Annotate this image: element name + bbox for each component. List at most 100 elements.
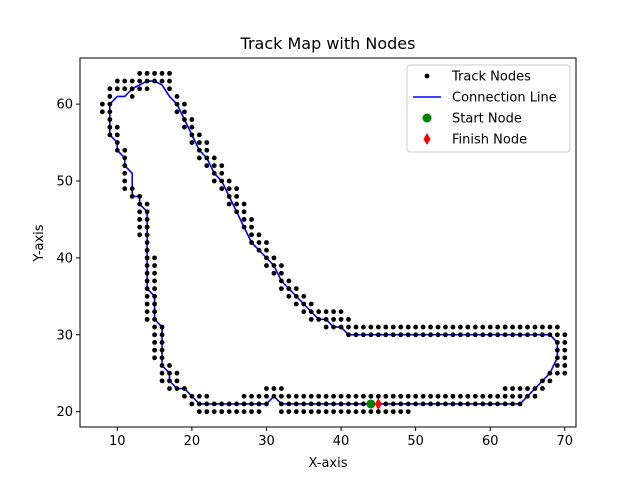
track-node [249, 401, 254, 407]
track-node [204, 401, 210, 407]
track-node [174, 94, 180, 99]
track-node [211, 163, 217, 169]
track-node [308, 401, 314, 407]
track-node [174, 101, 180, 107]
track-node [480, 332, 486, 338]
track-node [249, 232, 254, 238]
track-node [353, 401, 359, 407]
track-node [144, 224, 150, 230]
track-node [167, 370, 172, 376]
track-node [182, 124, 187, 130]
track-node [293, 401, 299, 407]
x-tick-label: 60 [482, 434, 499, 449]
track-node [189, 140, 195, 145]
y-tick-label: 50 [56, 175, 73, 190]
track-node [129, 193, 135, 199]
track-node [226, 401, 232, 407]
track-node [114, 140, 120, 145]
track-node [465, 324, 471, 330]
track-node [487, 324, 493, 330]
track-node [114, 147, 120, 153]
track-node [413, 332, 419, 338]
track-node [129, 94, 135, 99]
track-node [308, 309, 314, 315]
track-node [405, 409, 411, 415]
track-node [204, 393, 210, 399]
track-node [114, 124, 120, 130]
track-node [435, 324, 441, 330]
track-node [167, 70, 172, 76]
track-node [256, 401, 262, 407]
track-node [226, 178, 232, 184]
track-node [174, 109, 180, 115]
track-node [144, 217, 150, 222]
track-node [122, 170, 128, 176]
track-node [152, 347, 157, 353]
track-node [487, 393, 493, 399]
track-node [144, 86, 150, 92]
track-node [547, 378, 553, 384]
track-node [278, 401, 284, 407]
track-node [331, 409, 336, 415]
track-node [390, 332, 396, 338]
track-node [502, 332, 508, 338]
track-node [293, 286, 299, 292]
track-node [271, 393, 277, 399]
track-node [338, 401, 344, 407]
track-node [435, 401, 441, 407]
track-node [122, 178, 128, 184]
track-node [346, 316, 351, 322]
track-node [413, 393, 419, 399]
track-node [338, 409, 344, 415]
track-node [525, 332, 530, 338]
track-node [361, 393, 366, 399]
track-node [390, 393, 396, 399]
track-node [278, 278, 284, 284]
track-node [562, 370, 568, 376]
track-node [122, 78, 128, 84]
track-node [167, 363, 172, 368]
track-node [114, 132, 120, 138]
track-node [540, 332, 545, 338]
track-node [152, 255, 157, 261]
track-node [413, 324, 419, 330]
track-node [137, 70, 143, 76]
track-node [457, 324, 463, 330]
track-node [286, 286, 292, 292]
track-node [159, 347, 165, 353]
track-node [144, 247, 150, 253]
track-node [256, 247, 262, 253]
track-node [375, 409, 381, 415]
track-node [241, 393, 247, 399]
track-node [152, 263, 157, 268]
track-node [167, 378, 172, 384]
track-node [390, 401, 396, 407]
track-node [234, 201, 240, 207]
track-node [219, 163, 225, 169]
track-node [152, 278, 157, 284]
track-node [301, 401, 307, 407]
track-node [204, 140, 210, 145]
legend-items: Track Nodes Connection Line Start Node Fini… [413, 70, 557, 148]
track-node [293, 293, 299, 299]
track-node [182, 386, 187, 391]
track-node [264, 255, 269, 261]
track-node [204, 155, 210, 161]
track-node [361, 409, 366, 415]
track-node [383, 393, 389, 399]
legend-label: Track Nodes [451, 70, 531, 85]
track-node [226, 186, 232, 192]
track-node [107, 109, 113, 115]
track-node [375, 393, 381, 399]
track-node [435, 393, 441, 399]
track-node [137, 201, 143, 207]
track-node [346, 393, 351, 399]
x-axis-ticks: 10 20 30 40 50 60 70 [109, 427, 573, 449]
track-node [137, 78, 143, 84]
track-node [510, 401, 516, 407]
track-node [167, 78, 172, 84]
track-node [398, 401, 404, 407]
track-node [510, 332, 516, 338]
track-node [167, 86, 172, 92]
track-node [293, 409, 299, 415]
